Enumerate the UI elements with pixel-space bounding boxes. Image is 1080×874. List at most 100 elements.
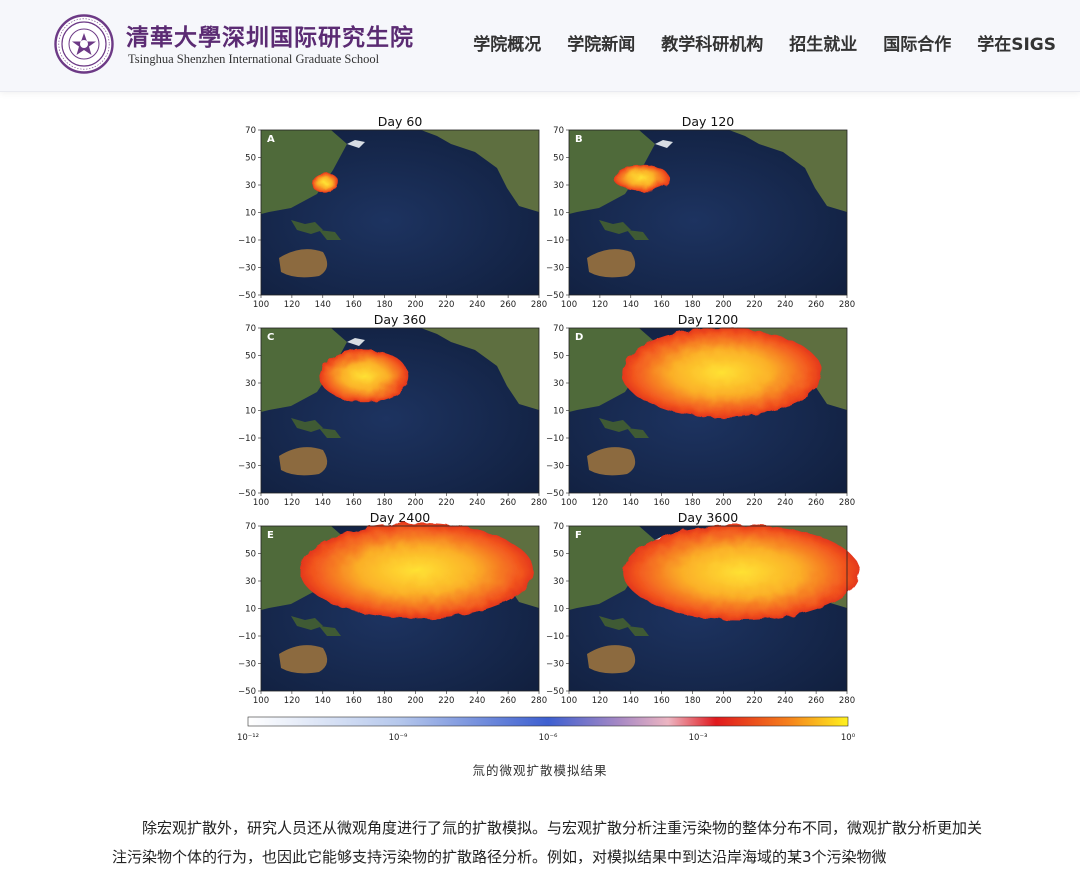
island-landmass <box>291 616 341 636</box>
tsinghua-seal-icon[interactable] <box>54 14 114 74</box>
x-tick-label: 260 <box>500 498 516 508</box>
y-tick-label: 50 <box>245 550 256 560</box>
y-tick-label: −10 <box>238 236 256 246</box>
y-tick-label: 30 <box>245 379 256 389</box>
x-tick-label: 200 <box>715 300 731 310</box>
x-tick-label: 140 <box>315 498 331 508</box>
y-tick-label: −50 <box>238 687 256 697</box>
y-tick-label: −10 <box>546 632 564 642</box>
article-body: 除宏观扩散外，研究人员还从微观角度进行了氚的扩散模拟。与宏观扩散分析注重污染物的… <box>112 814 992 872</box>
x-tick-label: 200 <box>407 696 423 706</box>
x-tick-label: 120 <box>592 498 608 508</box>
x-tick-label: 180 <box>376 696 392 706</box>
y-tick-label: 10 <box>553 605 564 615</box>
x-tick-label: 100 <box>561 498 577 508</box>
colorbar: 10⁻¹² 10⁻⁹ 10⁻⁶ 10⁻³ 10⁰ <box>237 716 856 743</box>
x-tick-label: 220 <box>438 300 454 310</box>
y-tick-label: −10 <box>238 434 256 444</box>
y-tick-label: 70 <box>553 324 564 334</box>
australia-landmass <box>587 249 636 278</box>
x-tick-label: 260 <box>500 696 516 706</box>
nav-item-research[interactable]: 教学科研机构 <box>661 35 764 55</box>
tritium-plume <box>311 172 339 193</box>
australia-landmass <box>279 249 328 278</box>
tritium-plume <box>623 524 860 621</box>
x-tick-label: 100 <box>561 696 577 706</box>
asia-landmass <box>569 130 655 214</box>
island-landmass <box>291 418 341 438</box>
x-tick-label: 280 <box>531 498 547 508</box>
y-tick-label: −10 <box>546 434 564 444</box>
panel-title: Day 2400 <box>370 510 431 525</box>
y-tick-label: 30 <box>245 181 256 191</box>
tritium-plume <box>299 522 534 619</box>
colorbar-tick-label: 10⁻¹² <box>237 733 259 743</box>
y-tick-label: −50 <box>546 687 564 697</box>
colorbar-tick-label: 10⁻⁹ <box>389 733 408 743</box>
nav-item-news[interactable]: 学院新闻 <box>567 35 636 55</box>
x-tick-label: 280 <box>531 300 547 310</box>
kamchatka-landmass <box>347 338 365 346</box>
y-tick-label: 70 <box>553 126 564 136</box>
x-tick-label: 120 <box>592 696 608 706</box>
nav-item-international[interactable]: 国际合作 <box>883 35 952 55</box>
australia-landmass <box>587 645 636 674</box>
x-tick-label: 160 <box>654 300 670 310</box>
y-tick-label: 10 <box>553 209 564 219</box>
x-tick-label: 200 <box>715 498 731 508</box>
logo-english-name[interactable]: Tsinghua Shenzhen International Graduate… <box>128 52 380 66</box>
x-tick-label: 220 <box>746 696 762 706</box>
y-tick-label: −10 <box>546 236 564 246</box>
tritium-plume <box>613 164 670 192</box>
colorbar-tick-label: 10⁻³ <box>689 733 708 743</box>
kamchatka-landmass <box>655 140 673 148</box>
x-tick-label: 240 <box>469 696 485 706</box>
colorbar-gradient <box>247 716 849 727</box>
x-tick-label: 120 <box>284 498 300 508</box>
y-tick-label: 50 <box>245 154 256 164</box>
panel-title: Day 360 <box>374 312 427 327</box>
x-tick-label: 220 <box>746 498 762 508</box>
figure-caption: 氚的微观扩散模拟结果 <box>472 763 608 778</box>
panel-letter: B <box>575 134 583 145</box>
x-tick-label: 140 <box>623 498 639 508</box>
x-tick-label: 280 <box>531 696 547 706</box>
nav-item-admissions[interactable]: 招生就业 <box>789 35 858 55</box>
x-tick-label: 220 <box>746 300 762 310</box>
x-tick-label: 160 <box>346 696 362 706</box>
x-tick-label: 260 <box>808 696 824 706</box>
x-tick-label: 200 <box>407 498 423 508</box>
y-tick-label: −30 <box>238 264 256 274</box>
x-tick-label: 180 <box>684 498 700 508</box>
nav-item-sigs[interactable]: 学在SIGS <box>977 35 1056 55</box>
panel-letter: A <box>267 134 275 145</box>
y-tick-label: 10 <box>245 407 256 417</box>
x-tick-label: 140 <box>315 300 331 310</box>
x-tick-label: 240 <box>469 300 485 310</box>
y-tick-label: 70 <box>245 324 256 334</box>
north-america-landmass <box>421 328 539 410</box>
panel-letter: D <box>575 332 583 343</box>
y-tick-label: −10 <box>238 632 256 642</box>
x-tick-label: 160 <box>654 498 670 508</box>
north-america-landmass <box>421 130 539 212</box>
y-tick-label: −30 <box>546 264 564 274</box>
x-tick-label: 180 <box>684 300 700 310</box>
x-tick-label: 100 <box>253 696 269 706</box>
y-tick-label: 70 <box>553 522 564 532</box>
y-tick-label: −50 <box>238 489 256 499</box>
x-tick-label: 140 <box>623 696 639 706</box>
y-tick-label: −50 <box>546 291 564 301</box>
y-tick-label: 70 <box>245 126 256 136</box>
north-america-landmass <box>729 328 847 410</box>
x-tick-label: 160 <box>346 498 362 508</box>
x-tick-label: 260 <box>808 300 824 310</box>
nav-item-about[interactable]: 学院概况 <box>473 35 542 55</box>
x-tick-label: 280 <box>839 696 855 706</box>
colorbar-tick-label: 10⁻⁶ <box>539 733 558 743</box>
logo-chinese-name[interactable]: 清華大學深圳国际研究生院 <box>126 24 414 51</box>
x-tick-label: 100 <box>253 300 269 310</box>
y-tick-label: 50 <box>553 154 564 164</box>
